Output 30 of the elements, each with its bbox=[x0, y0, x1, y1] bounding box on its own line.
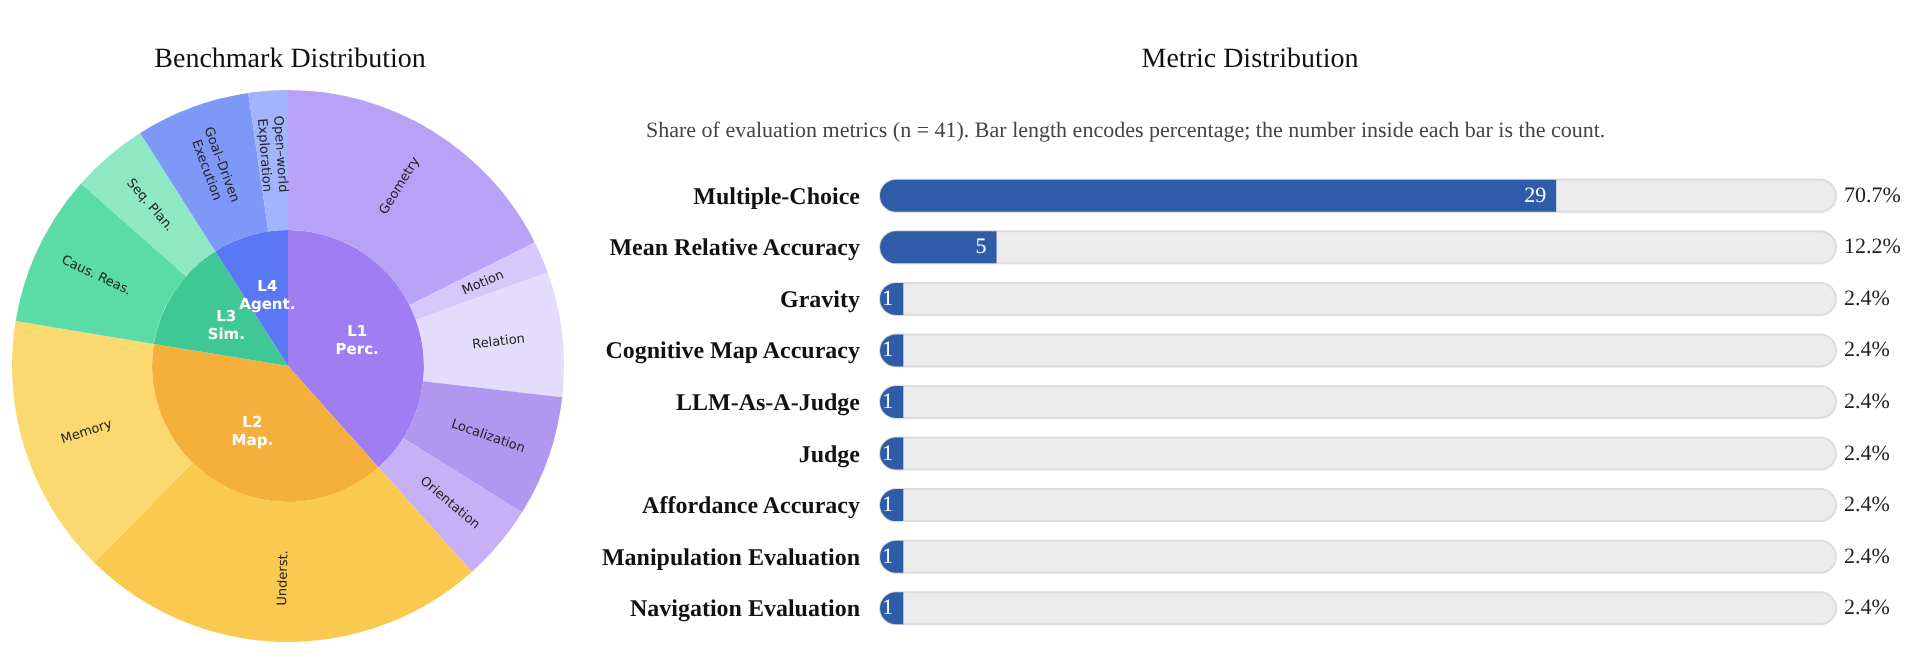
data-label: 1 bbox=[882, 390, 894, 414]
text: 2.4% bbox=[1844, 441, 1890, 466]
text: 70.7% bbox=[1844, 183, 1901, 208]
y-tick-label: Cognitive Map Accuracy bbox=[605, 336, 860, 365]
data-label: 1 bbox=[882, 441, 894, 466]
text: 2.4% bbox=[1844, 596, 1890, 621]
data-label: 1 bbox=[882, 493, 894, 518]
y-tick-label: Manipulation Evaluation bbox=[601, 542, 861, 571]
text: 2.4% bbox=[1844, 338, 1890, 363]
data-label: 1 bbox=[882, 286, 894, 311]
data-label: 1 bbox=[882, 338, 894, 363]
text: 2.4% bbox=[1844, 544, 1890, 569]
data-label: 1 bbox=[882, 596, 894, 621]
text: 2.4% bbox=[1844, 493, 1890, 518]
data-label: 29 bbox=[1524, 183, 1548, 208]
y-tick-label: Multiple-Choice bbox=[693, 181, 862, 210]
chart-title: Benchmark Distribution bbox=[154, 45, 426, 75]
chart-title: Metric Distribution bbox=[1141, 45, 1359, 75]
y-tick-label: Navigation Evaluation bbox=[629, 594, 861, 623]
y-tick-label: Gravity bbox=[780, 284, 860, 313]
text: 2.4% bbox=[1844, 390, 1890, 414]
text: 2.4% bbox=[1844, 286, 1890, 311]
y-tick-label: Affordance Accuracy bbox=[642, 491, 860, 520]
y-tick-label: Judge bbox=[798, 439, 862, 468]
data-label: 1 bbox=[882, 544, 894, 569]
text: 12.2% bbox=[1844, 235, 1901, 260]
y-tick-label: Mean Relative Accuracy bbox=[609, 233, 860, 262]
y-tick-label: LLM-As-A-Judge bbox=[676, 388, 862, 416]
chart-subtitle: Share of evaluation metrics (n = 41). Bar length encodes percentage; the number inside each bar is the count. bbox=[646, 119, 1606, 143]
data-label: 5 bbox=[975, 235, 988, 260]
